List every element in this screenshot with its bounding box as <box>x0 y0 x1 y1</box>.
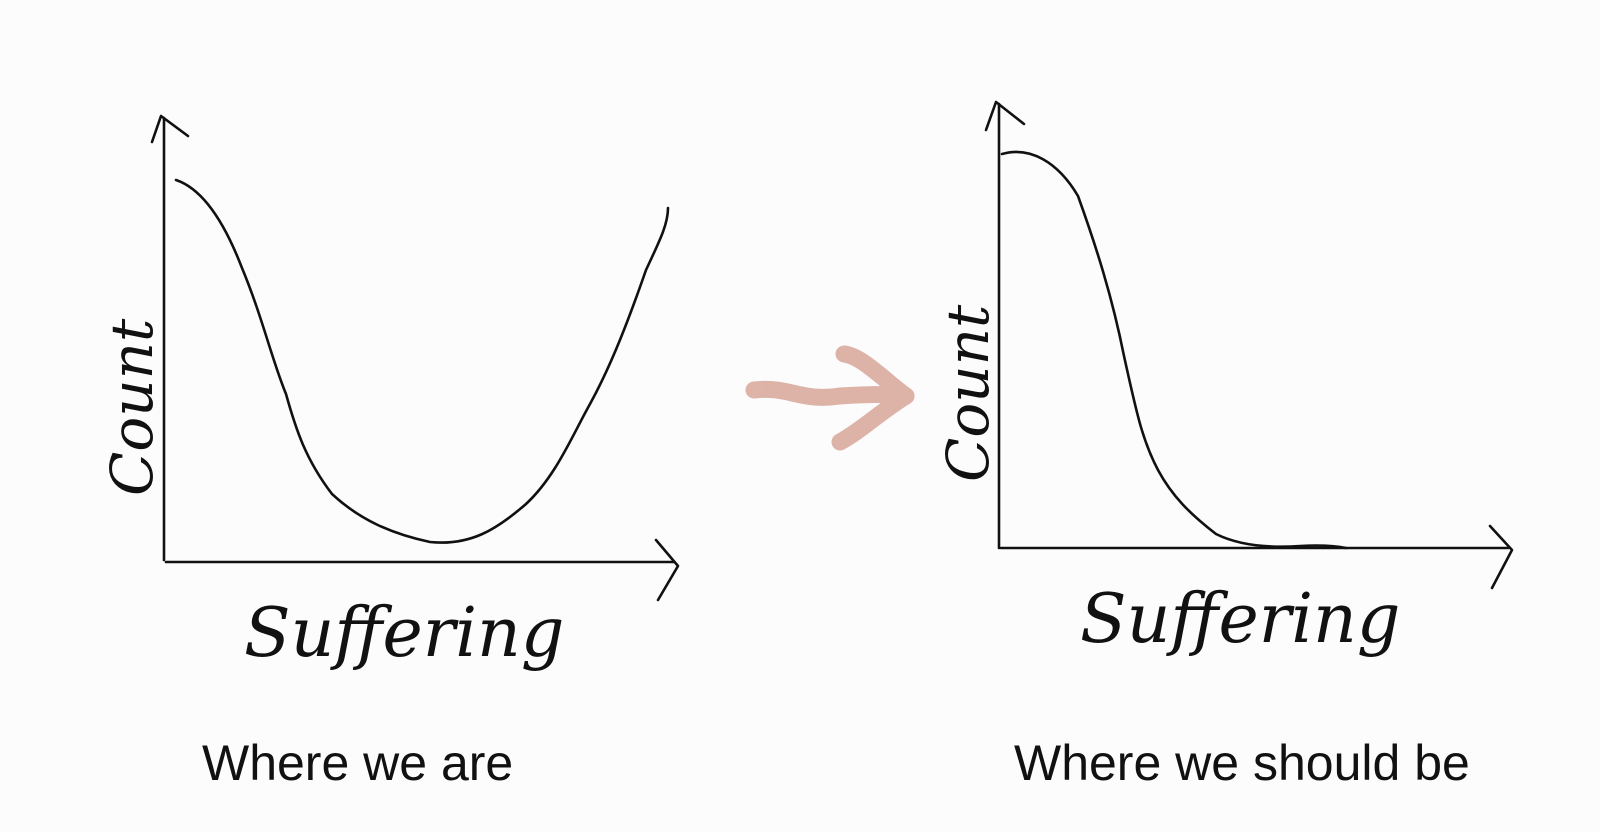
right-y-label: Count <box>934 304 1002 482</box>
right-chart <box>984 100 1514 590</box>
left-y-axis-label: Count <box>98 318 166 496</box>
left-caption: Where we are <box>202 735 514 791</box>
right-y-axis-arrowhead <box>984 100 1026 132</box>
left-y-axis-arrowhead <box>150 114 190 144</box>
right-y-axis-label: Count <box>934 304 1002 482</box>
left-x-axis-label: Suffering <box>244 594 564 673</box>
right-x-axis-label: Suffering <box>1080 580 1400 659</box>
right-arrow-icon <box>745 345 915 451</box>
right-distribution-curve <box>1000 150 1348 550</box>
left-distribution-curve <box>174 178 670 544</box>
left-chart <box>150 114 680 602</box>
right-caption: Where we should be <box>1014 735 1470 791</box>
right-x-axis-arrowhead <box>1488 524 1514 590</box>
left-x-axis-arrowhead <box>654 538 680 602</box>
left-y-label: Count <box>98 318 166 496</box>
right-x-label: Suffering <box>1080 580 1400 659</box>
left-x-label: Suffering <box>244 594 564 673</box>
